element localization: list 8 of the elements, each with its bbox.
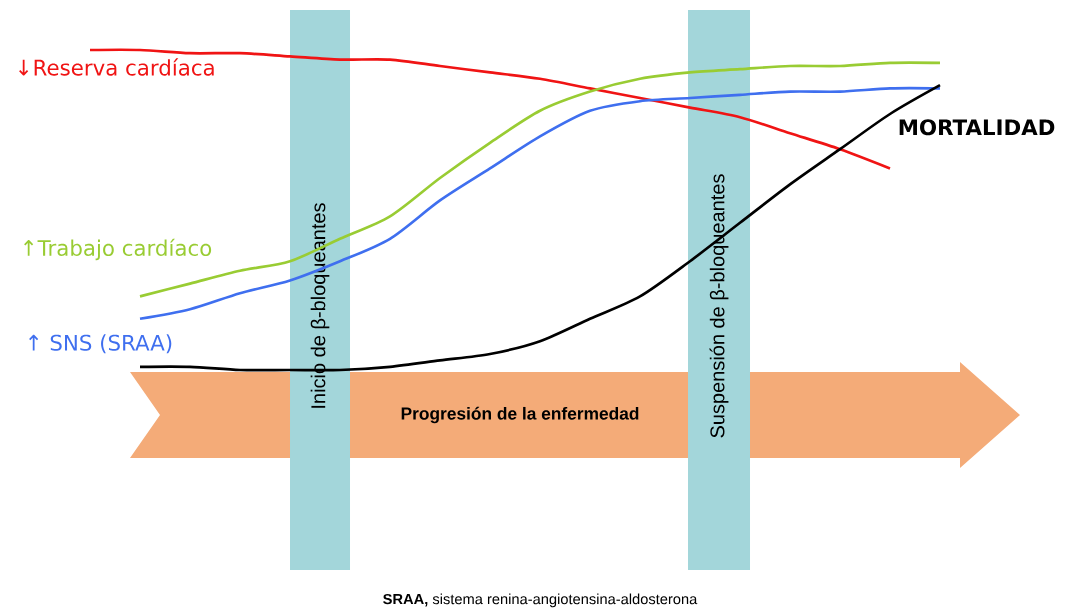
annotation: Suspensión de β-bloqueantes — [709, 174, 729, 438]
series-label: ↓Reserva cardíaca — [19, 58, 214, 76]
text: SRAA, sistema renina-angiotensina-aldosterona — [383, 593, 698, 608]
annotation: Inicio de β-bloqueantes — [310, 203, 330, 408]
series-label: ↑ SNS (SRAA) — [29, 334, 172, 354]
series-label: ↑Trabajo cardíaco — [24, 238, 212, 261]
text: Progresión de la enfermedad — [401, 406, 639, 424]
series-label: MORTALIDAD — [899, 119, 1055, 136]
